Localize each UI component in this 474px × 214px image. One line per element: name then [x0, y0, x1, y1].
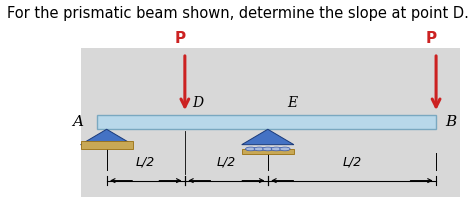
Circle shape — [254, 147, 264, 151]
Polygon shape — [81, 129, 133, 145]
FancyBboxPatch shape — [81, 48, 460, 197]
Circle shape — [246, 147, 256, 151]
Text: L/2: L/2 — [217, 156, 236, 169]
Bar — [81, 141, 133, 149]
Text: E: E — [287, 96, 297, 110]
Text: L/2: L/2 — [342, 156, 362, 169]
Polygon shape — [242, 129, 294, 145]
Text: P: P — [174, 31, 186, 46]
Text: L/2: L/2 — [136, 156, 155, 169]
Bar — [242, 149, 294, 154]
FancyBboxPatch shape — [97, 115, 436, 129]
Circle shape — [271, 147, 282, 151]
Text: P: P — [426, 31, 437, 46]
Text: B: B — [446, 115, 457, 129]
Circle shape — [263, 147, 273, 151]
Text: A: A — [72, 115, 83, 129]
Circle shape — [280, 147, 290, 151]
Text: D: D — [192, 96, 203, 110]
Text: For the prismatic beam shown, determine the slope at point D.: For the prismatic beam shown, determine … — [7, 6, 469, 21]
